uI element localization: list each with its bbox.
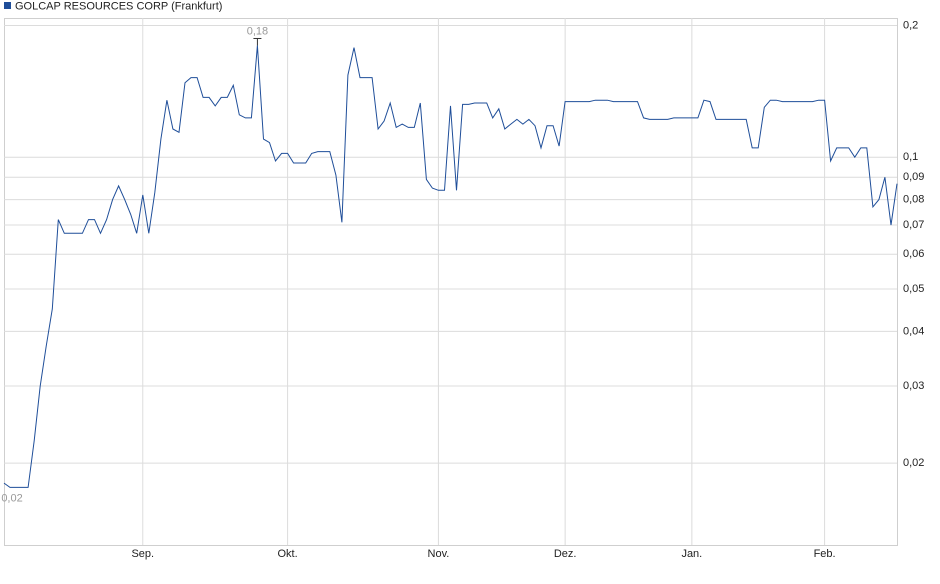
- x-tick-label: Nov.: [428, 548, 450, 560]
- legend-label: GOLCAP RESOURCES CORP (Frankfurt): [15, 0, 222, 12]
- plot-frame: [4, 18, 898, 546]
- y-tick-label: 0,04: [903, 325, 924, 337]
- x-tick-label: Sep.: [131, 548, 154, 560]
- y-tick-label: 0,08: [903, 194, 924, 206]
- y-tick-label: 0,02: [903, 457, 924, 469]
- x-tick-label: Jan.: [681, 548, 702, 560]
- x-tick-label: Okt.: [278, 548, 298, 560]
- price-line: [3, 45, 898, 488]
- y-tick-label: 0,07: [903, 219, 924, 231]
- y-tick-label: 0,03: [903, 380, 924, 392]
- y-tick-label: 0,2: [903, 19, 918, 31]
- y-tick-label: 0,09: [903, 171, 924, 183]
- x-tick-label: Dez.: [554, 548, 577, 560]
- y-tick-label: 0,1: [903, 151, 918, 163]
- legend-swatch: [4, 2, 11, 9]
- min-label: 0,02: [1, 492, 22, 504]
- x-tick-label: Feb.: [814, 548, 836, 560]
- max-label: 0,18: [247, 25, 268, 37]
- y-tick-label: 0,05: [903, 283, 924, 295]
- y-tick-label: 0,06: [903, 248, 924, 260]
